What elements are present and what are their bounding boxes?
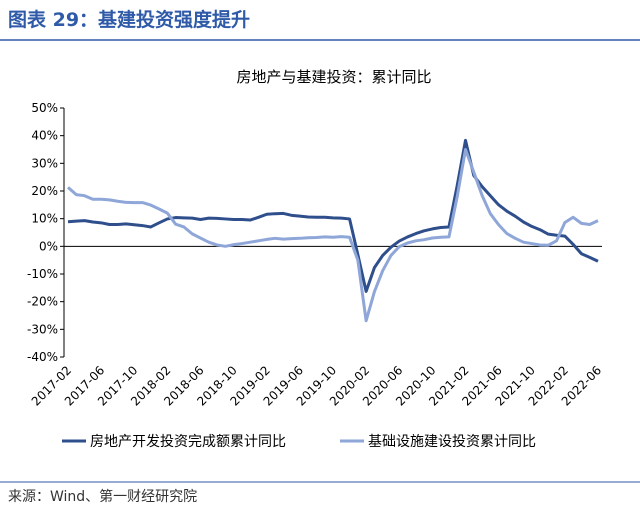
y-tick-label: -10% [27,267,58,281]
header-title: 图表 29：基建投资强度提升 [8,8,250,31]
y-tick-label: 30% [31,156,58,170]
legend-label: 房地产开发投资完成额累计同比 [90,434,286,450]
source: 来源：Wind、第一财经研究院 [8,488,197,505]
y-tick-label: 50% [31,101,58,115]
chart-title: 房地产与基建投资：累计同比 [236,68,431,86]
y-tick-label: 0% [39,239,58,253]
y-tick-label: -20% [27,295,58,309]
y-tick-label: 40% [31,129,58,143]
y-tick-label: 20% [31,184,58,198]
y-tick-label: -40% [27,350,58,364]
legend-label: 基础设施建设投资累计同比 [368,433,536,450]
series-line [67,138,599,293]
y-tick-label: -30% [27,322,58,336]
y-tick-label: 10% [31,212,58,226]
series-line [67,148,599,323]
